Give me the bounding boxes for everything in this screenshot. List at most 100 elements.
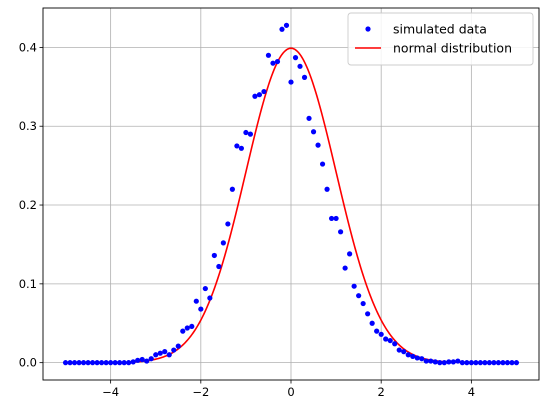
simulated-data-point — [405, 352, 411, 358]
simulated-data-point — [157, 350, 163, 356]
simulated-data-point — [328, 215, 335, 222]
simulated-data-point — [85, 360, 91, 366]
y-tick-label: 0.1 — [19, 277, 37, 291]
simulated-data-point — [148, 356, 154, 362]
simulated-data-point — [202, 285, 208, 292]
y-tick-label: 0.0 — [19, 356, 37, 370]
simulated-data-point — [356, 293, 362, 299]
simulated-data-point — [261, 88, 267, 95]
simulated-data-point — [432, 359, 438, 365]
simulated-data-point — [117, 360, 123, 366]
simulated-data-point — [144, 358, 150, 364]
simulated-data-point — [283, 22, 290, 28]
simulated-data-point — [414, 355, 420, 361]
simulated-data-point — [112, 360, 118, 366]
simulated-data-point — [455, 358, 461, 364]
simulated-data-point — [297, 63, 303, 69]
simulated-data-point — [419, 356, 425, 362]
simulated-data-point — [279, 26, 285, 32]
simulated-data-point — [360, 300, 366, 307]
simulated-data-point — [491, 360, 497, 366]
simulated-data-point — [513, 360, 520, 366]
simulated-data-point — [509, 360, 515, 366]
simulated-data-point — [252, 93, 258, 99]
y-tick-label: 0.2 — [19, 198, 37, 212]
simulated-data-point — [99, 360, 105, 366]
simulated-data-point — [216, 263, 222, 270]
simulated-data-point — [121, 360, 127, 366]
simulated-data-point — [80, 360, 87, 366]
x-tick-label: −2 — [192, 385, 209, 399]
legend-label-simulated-data: simulated data — [393, 22, 487, 37]
simulated-data-point — [495, 360, 502, 366]
simulated-data-point — [310, 129, 317, 135]
simulated-data-point — [392, 341, 398, 347]
simulated-data-point — [189, 323, 195, 330]
simulated-data-point — [441, 360, 447, 366]
simulated-data-point — [270, 60, 276, 66]
simulated-data-point — [401, 349, 407, 355]
simulated-data-point — [365, 311, 371, 317]
simulated-data-point — [464, 360, 470, 366]
x-tick-label: 2 — [378, 385, 385, 399]
simulated-data-point — [62, 360, 69, 366]
simulated-data-point — [504, 360, 511, 366]
x-tick-label: 0 — [287, 385, 294, 399]
x-tick-label: −4 — [102, 385, 119, 399]
simulated-data-point — [103, 360, 109, 366]
simulated-data-point — [71, 360, 78, 366]
simulated-data-point — [229, 186, 235, 192]
simulated-data-point — [225, 221, 231, 227]
legend: simulated data normal distribution — [347, 12, 534, 66]
simulated-data-point — [175, 343, 181, 349]
simulated-data-point — [338, 229, 344, 235]
simulated-data-point — [324, 186, 330, 192]
simulated-data-point — [139, 356, 145, 363]
simulated-data-point — [274, 58, 281, 65]
simulated-data-point — [410, 353, 416, 359]
simulated-data-point — [292, 55, 299, 61]
simulated-data-point — [468, 360, 474, 366]
simulated-data-point — [306, 115, 312, 121]
simulated-data-point — [482, 360, 488, 366]
simulated-data-point — [319, 161, 326, 167]
simulated-data-point — [333, 215, 339, 222]
legend-box — [347, 12, 534, 66]
simulated-data-point — [396, 347, 402, 353]
legend-label-normal-distribution: normal distribution — [393, 41, 512, 56]
simulated-data-point — [315, 142, 321, 148]
y-tick-label: 0.4 — [19, 40, 37, 54]
simulated-data-point — [428, 358, 434, 364]
simulated-data-point — [459, 360, 465, 366]
plot-area — [62, 22, 520, 366]
simulated-data-point — [378, 331, 384, 337]
simulated-data-point — [342, 265, 348, 271]
simulated-data-point — [171, 347, 177, 353]
simulated-data-point — [256, 92, 263, 98]
simulated-data-point — [383, 336, 389, 342]
simulated-data-point — [234, 143, 240, 149]
y-tick-label: 0.3 — [19, 119, 37, 133]
simulated-data-point — [265, 52, 272, 58]
simulated-data-point — [369, 320, 375, 326]
simulated-data-point — [130, 359, 136, 365]
simulated-data-point — [238, 145, 244, 151]
ticks: −4 −2 0 2 4 0.0 0.1 0.2 0.3 0.4 — [19, 40, 475, 399]
simulated-data-point — [193, 298, 199, 304]
simulated-data-point — [67, 360, 73, 366]
simulated-data-point — [247, 131, 254, 137]
simulated-data-point — [387, 337, 393, 344]
simulated-data-point — [166, 352, 172, 358]
simulated-data-point — [347, 251, 353, 257]
simulated-data-point — [486, 360, 492, 366]
x-tick-label: 4 — [468, 385, 475, 399]
simulated-data-point — [220, 240, 226, 246]
simulated-data-point — [288, 79, 294, 85]
legend-marker-simulated-data — [365, 26, 371, 32]
simulated-data-point — [477, 360, 483, 366]
plot-frame — [42, 7, 540, 381]
simulated-data-point — [450, 359, 456, 365]
simulated-data-point — [184, 325, 190, 331]
